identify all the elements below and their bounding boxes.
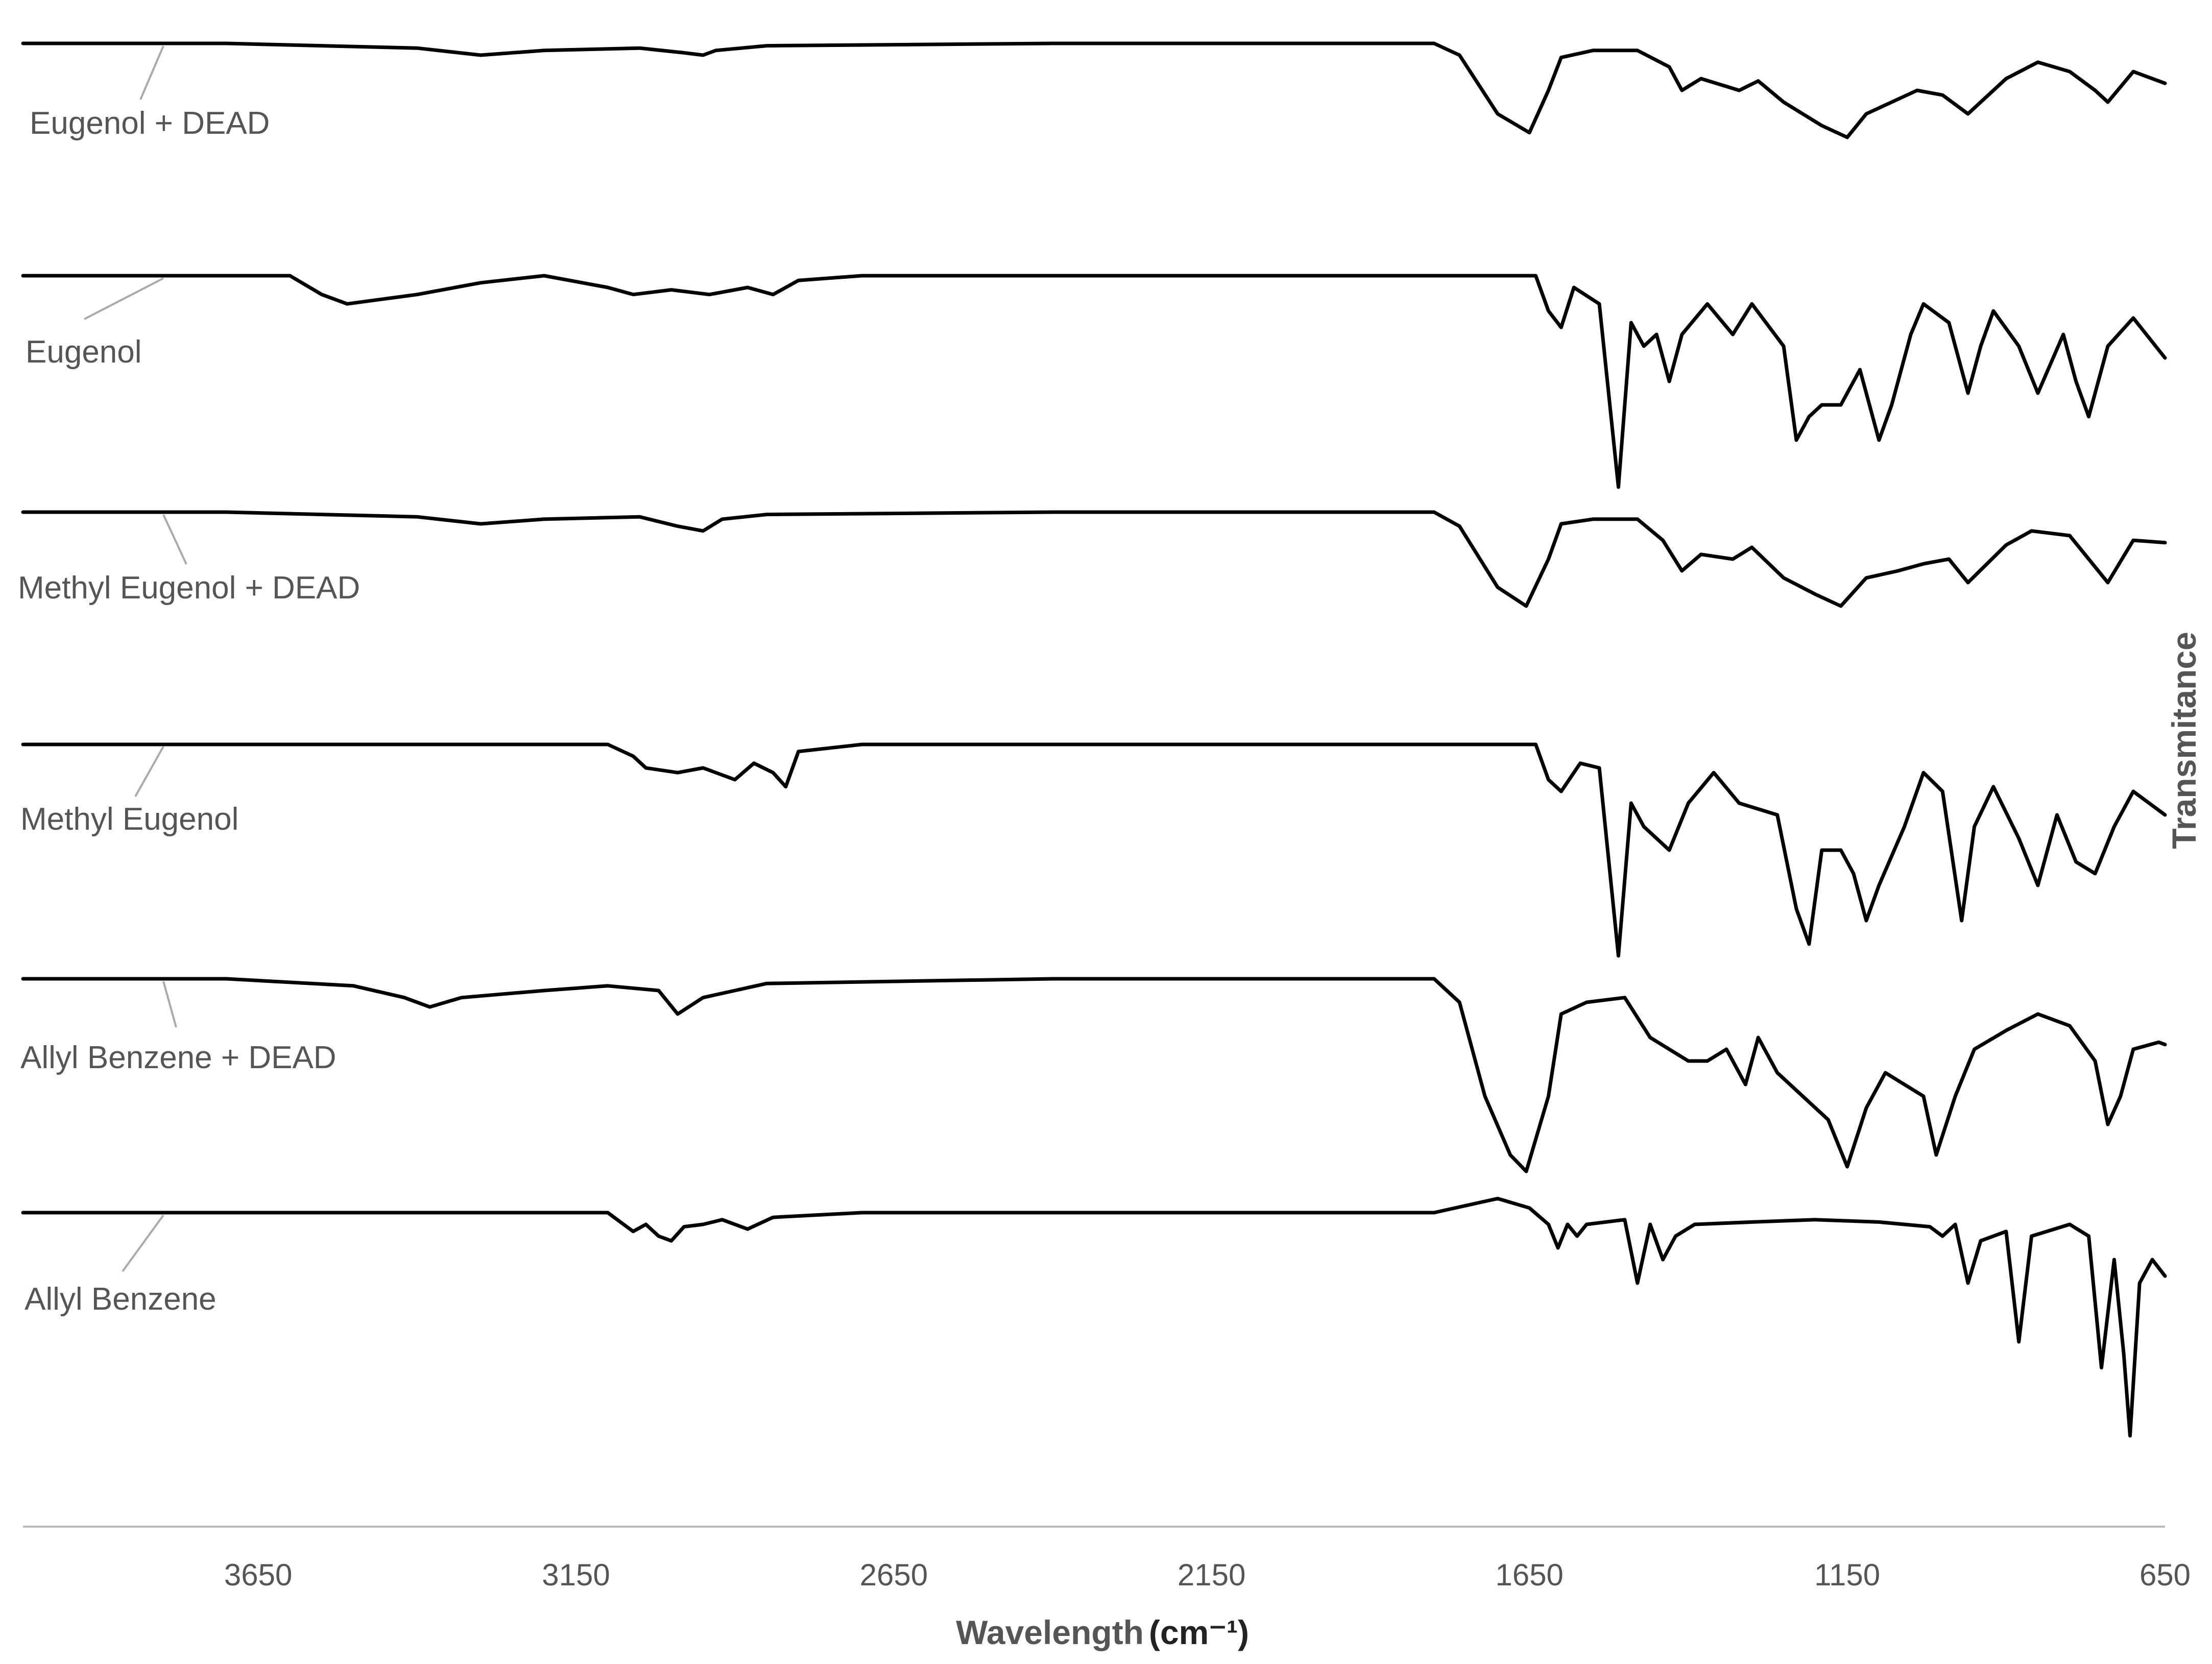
label-leader-allyl-benzene-dead — [162, 981, 177, 1028]
series-line-allyl-benzene-dead — [21, 977, 2167, 1173]
label-leader-allyl-benzene — [122, 1214, 164, 1272]
label-leader-eugenol — [84, 277, 164, 320]
x-axis-unit: (cm⁻¹) — [1149, 1613, 1249, 1651]
x-tick-label-1650: 1650 — [1495, 1558, 1563, 1592]
series-line-eugenol-dead — [21, 41, 2167, 139]
series-label-eugenol: Eugenol — [26, 334, 142, 370]
series-line-eugenol — [21, 274, 2167, 489]
label-leader-methyl-eugenol-dead — [162, 514, 187, 565]
series-line-allyl-benzene — [21, 1196, 2167, 1438]
series-group — [21, 41, 2167, 1438]
series-line-methyl-eugenol — [21, 742, 2167, 958]
x-tick-label-2150: 2150 — [1177, 1558, 1245, 1592]
x-tick-labels: 3650 3150 2650 2150 1650 1150 650 — [224, 1558, 2191, 1592]
series-labels: Eugenol + DEAD Eugenol Methyl Eugenol + DE… — [18, 45, 360, 1317]
label-leader-eugenol-dead — [139, 45, 164, 100]
series-label-methyl-eugenol-dead: Methyl Eugenol + DEAD — [18, 570, 360, 606]
x-tick-label-3650: 3650 — [224, 1558, 292, 1592]
label-leader-methyl-eugenol — [134, 746, 164, 797]
y-axis-title: Transmitance — [2165, 632, 2203, 849]
x-tick-label-3150: 3150 — [542, 1558, 610, 1592]
series-label-eugenol-dead: Eugenol + DEAD — [30, 106, 270, 141]
x-tick-label-650: 650 — [2139, 1558, 2191, 1592]
series-line-methyl-eugenol-dead — [21, 510, 2167, 608]
x-tick-label-1150: 1150 — [1814, 1558, 1880, 1592]
series-label-allyl-benzene: Allyl Benzene — [25, 1282, 217, 1317]
x-axis-title: Wavelength — [956, 1613, 1144, 1651]
series-label-methyl-eugenol: Methyl Eugenol — [20, 802, 238, 837]
x-tick-label-2650: 2650 — [860, 1558, 928, 1592]
series-label-allyl-benzene-dead: Allyl Benzene + DEAD — [20, 1040, 336, 1075]
